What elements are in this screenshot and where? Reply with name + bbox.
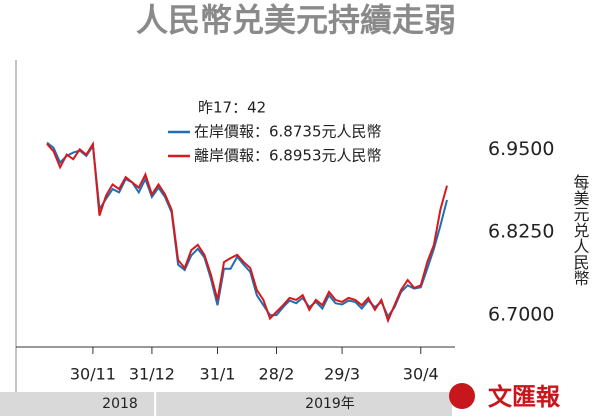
legend-label: 離岸價報：6.8953元人民幣 [194,147,382,165]
year-label: 2018 [102,396,138,412]
chart-title: 人民幣兑美元持續走弱 [136,1,456,39]
x-tick-label: 29/3 [324,365,360,384]
x-tick-label: 30/4 [403,365,439,384]
y-axis-label: 每美元兑人民幣 [571,174,590,286]
x-tick-label: 30/11 [70,365,116,384]
x-tick-label: 31/1 [200,365,236,384]
year-band [0,392,452,416]
year-label: 2019年 [305,396,355,412]
y-tick-label: 6.9500 [488,138,554,160]
series-line [46,141,448,319]
logo: 文匯報 [488,383,561,411]
y-tick-label: 6.7000 [488,304,554,326]
series-line [46,140,448,324]
y-tick-label: 6.8250 [488,221,554,243]
annotation: 昨17：42 [198,99,266,117]
x-tick-label: 31/12 [129,365,175,384]
legend-label: 在岸價報：6.8735元人民幣 [194,123,382,141]
logo-icon [449,383,475,409]
x-tick-label: 28/2 [259,365,295,384]
